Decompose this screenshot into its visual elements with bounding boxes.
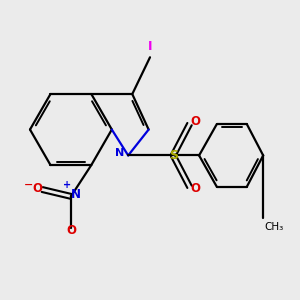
Text: O: O [190,116,200,128]
Text: S: S [169,149,178,162]
Text: O: O [190,182,200,196]
Text: N: N [115,148,124,158]
Text: I: I [148,40,152,53]
Text: N: N [71,188,81,201]
Text: O: O [66,224,76,238]
Text: O: O [32,182,42,195]
Text: CH₃: CH₃ [265,222,284,232]
Text: +: + [63,180,71,190]
Text: −: − [23,180,33,190]
